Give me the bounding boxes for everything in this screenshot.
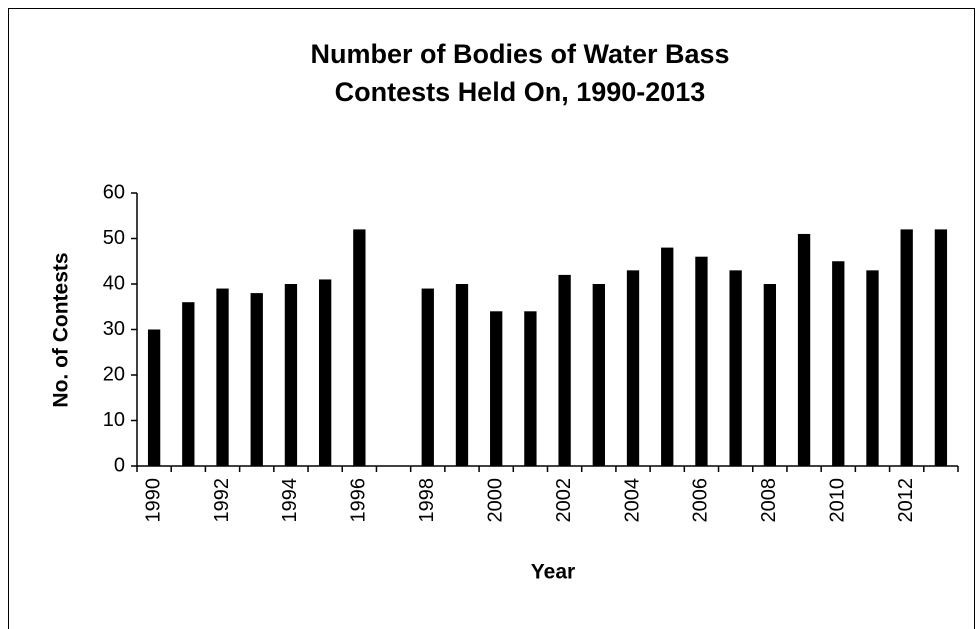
bar — [900, 229, 913, 466]
bar — [558, 274, 571, 466]
x-tick-label: 1992 — [211, 478, 233, 523]
bar — [455, 284, 469, 466]
x-tick-label: 2002 — [553, 478, 575, 523]
y-tick-label: 50 — [103, 227, 125, 249]
bar — [729, 270, 742, 466]
x-tick-label: 1990 — [142, 478, 164, 523]
bar — [250, 293, 263, 466]
chart-title: Number of Bodies of Water Bass — [310, 39, 729, 69]
x-tick-label: 2010 — [827, 478, 849, 523]
bar — [763, 284, 777, 466]
bar — [695, 256, 708, 466]
bar — [318, 279, 332, 466]
x-tick-label: 2008 — [758, 478, 780, 523]
bar — [182, 302, 195, 466]
bar — [284, 284, 298, 466]
x-axis-title: Year — [531, 561, 575, 584]
y-tick-label: 20 — [103, 363, 125, 385]
bar — [592, 284, 605, 466]
y-tick-label: 10 — [103, 409, 125, 431]
chart-title: Contests Held On, 1990-2013 — [335, 77, 706, 107]
bar — [832, 261, 845, 466]
y-tick-label: 40 — [103, 272, 125, 294]
chart-frame — [8, 8, 975, 629]
bar — [934, 229, 948, 466]
x-tick-label: 2012 — [895, 478, 917, 523]
x-tick-label: 1994 — [279, 478, 301, 523]
x-tick-label: 2004 — [621, 478, 643, 523]
x-tick-label: 2006 — [690, 478, 712, 523]
bar — [626, 270, 640, 466]
bar — [216, 288, 229, 466]
x-tick-label: 2000 — [484, 478, 506, 523]
y-axis-title: No. of Contests — [50, 252, 73, 407]
bar — [866, 270, 879, 466]
bar — [797, 233, 811, 466]
bar — [421, 288, 434, 466]
bar — [353, 229, 366, 466]
x-tick-label: 1998 — [416, 478, 438, 523]
x-tick-label: 1996 — [348, 478, 370, 523]
bar — [661, 247, 674, 466]
bar — [524, 311, 537, 466]
bar — [147, 329, 161, 466]
bar — [490, 311, 503, 466]
y-tick-label: 60 — [103, 181, 125, 203]
y-tick-label: 0 — [114, 454, 125, 476]
y-tick-label: 30 — [103, 318, 125, 340]
